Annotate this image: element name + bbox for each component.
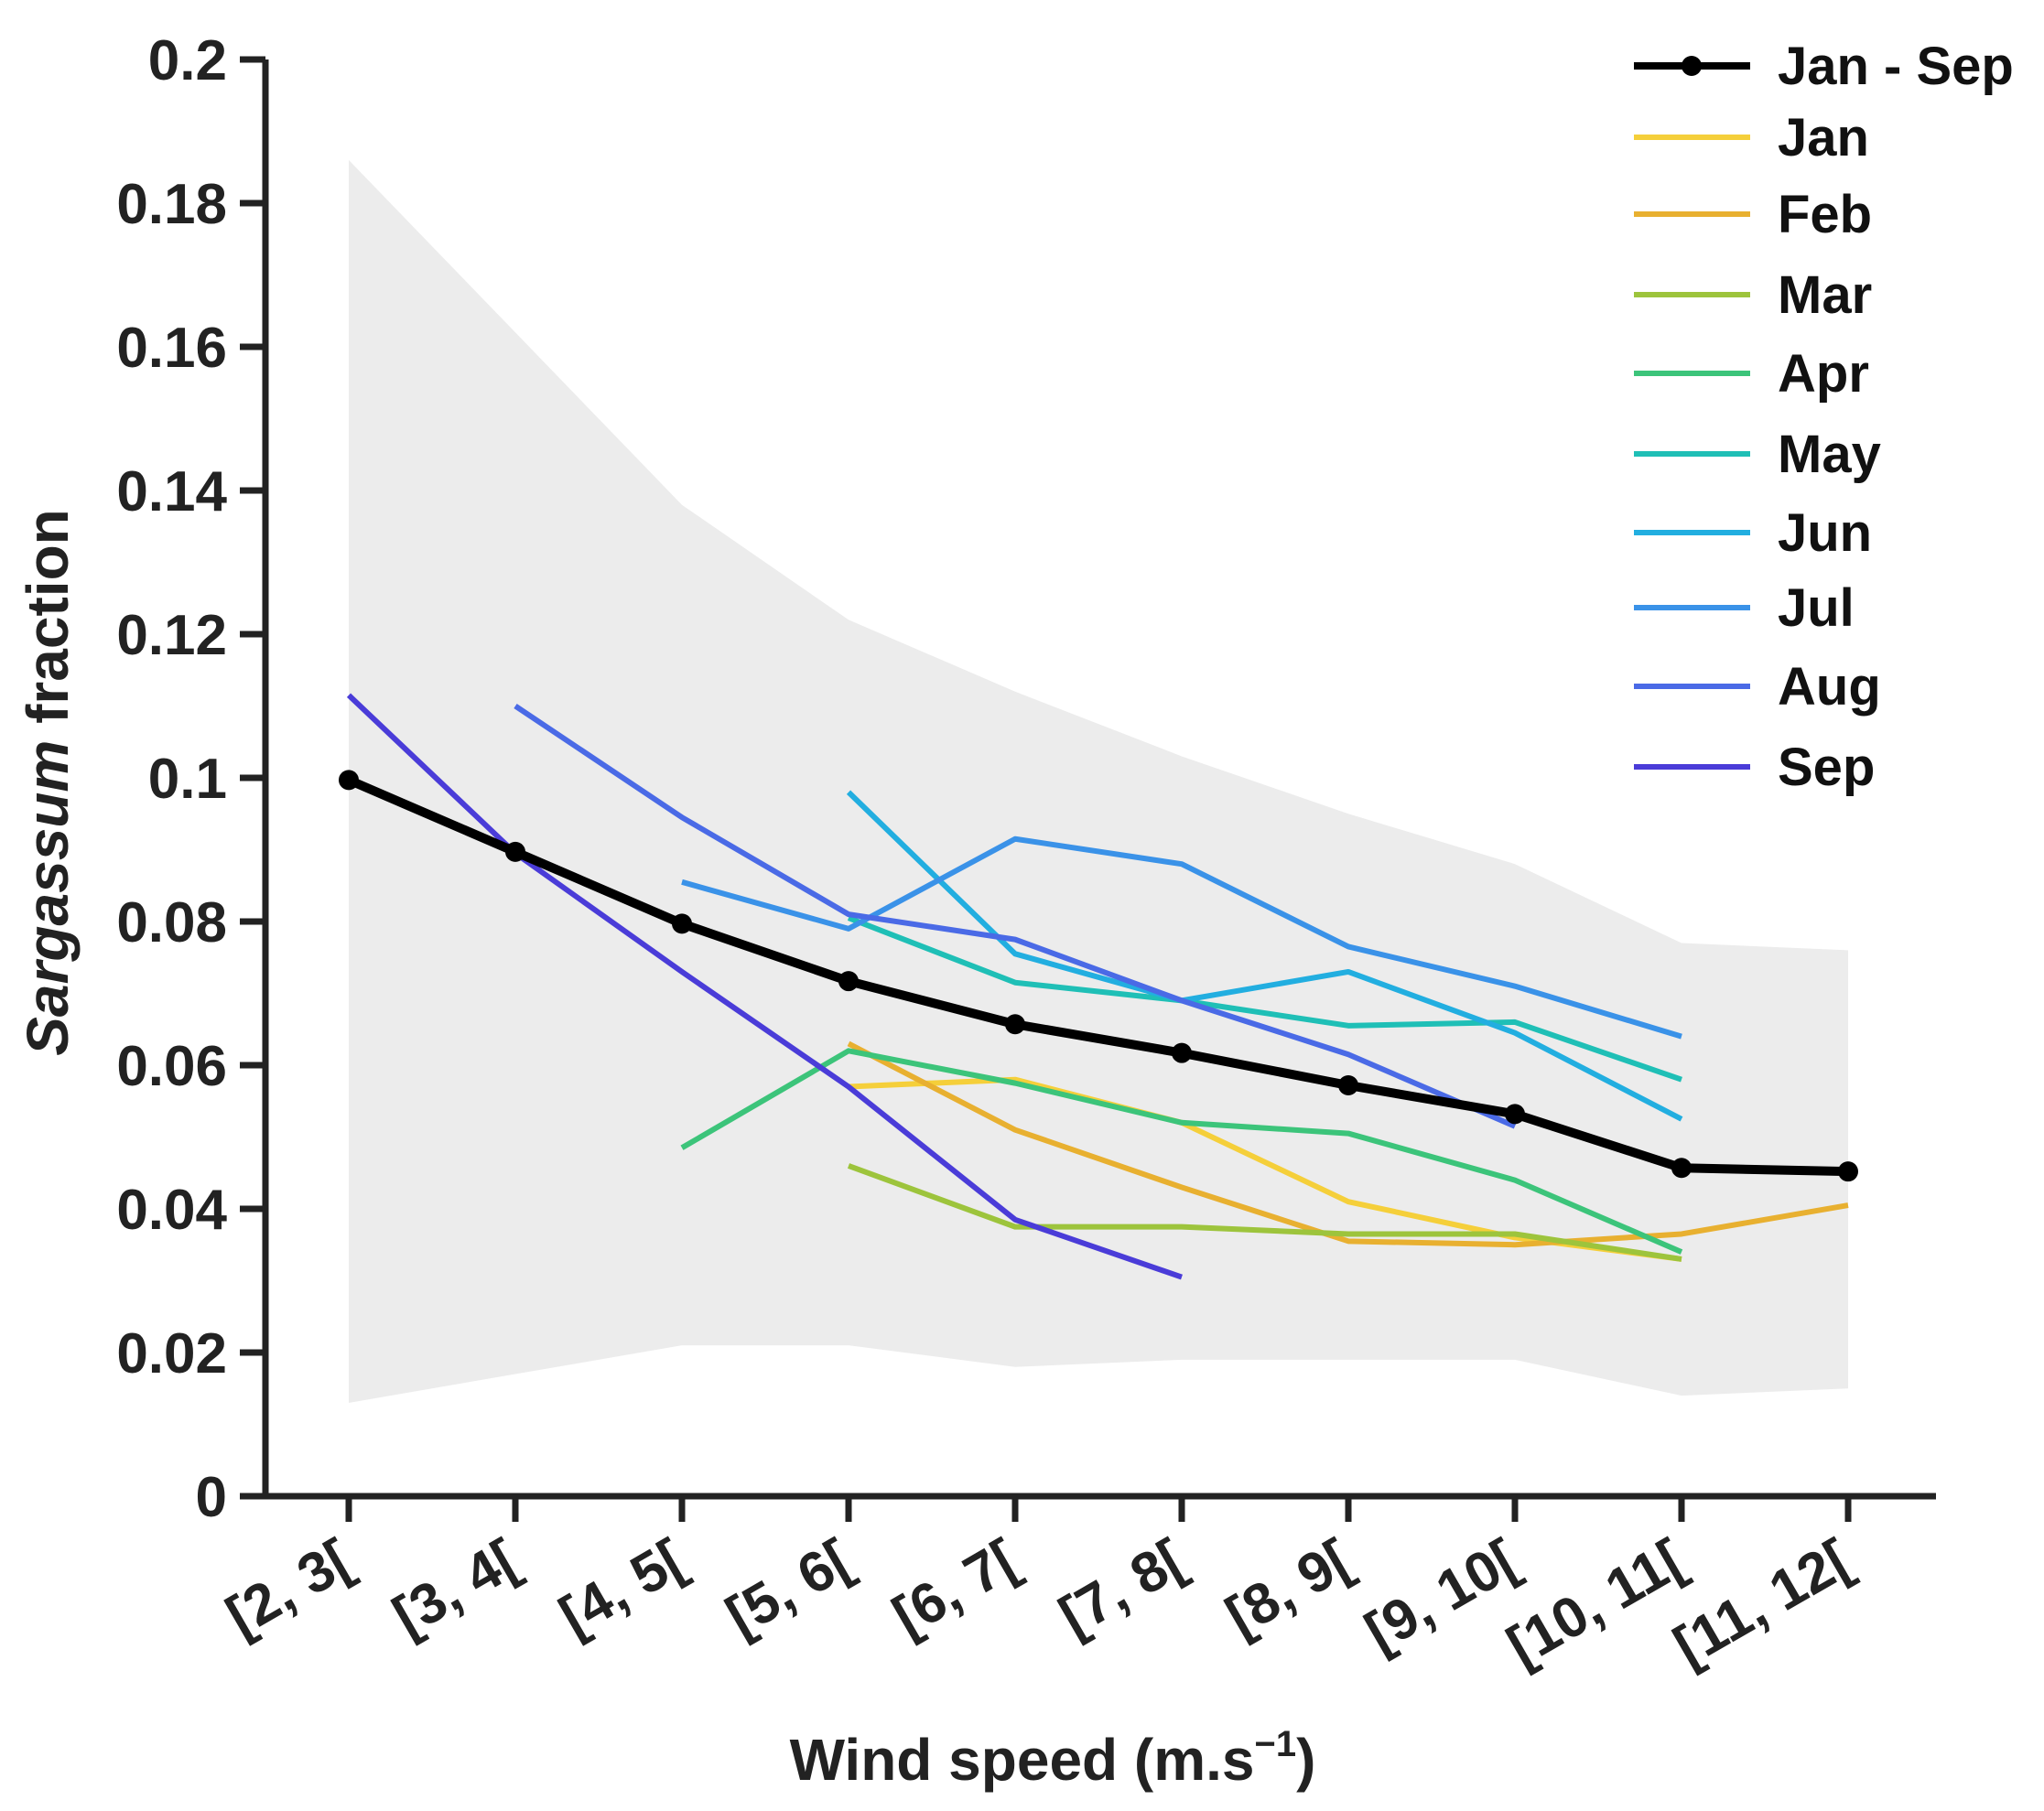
data-point-jan-sep xyxy=(1005,1014,1025,1035)
y-tick-label: 0.06 xyxy=(116,1035,227,1098)
legend-label-may: May xyxy=(1778,425,1881,484)
legend-label-jan-sep: Jan - Sep xyxy=(1778,37,2014,96)
series-line-jun xyxy=(846,790,1683,1122)
range-band xyxy=(349,159,1848,1403)
x-tick-label: [7, 8[ xyxy=(1049,1527,1195,1648)
range-band-layer xyxy=(349,159,1848,1403)
data-point-jan-sep xyxy=(339,770,359,791)
y-tick-label: 0.1 xyxy=(148,748,227,811)
legend-label-mar: Mar xyxy=(1778,265,1872,325)
legend: Jan - Sep Jan Feb Mar Apr May Jun Jul Aug Sep xyxy=(1634,37,2014,797)
y-tick-label: 0.18 xyxy=(116,173,227,236)
data-point-jan-sep xyxy=(1338,1074,1358,1095)
x-tick-label: [6, 7[ xyxy=(882,1527,1029,1648)
x-tick-label: [3, 4[ xyxy=(383,1527,529,1648)
y-tick-label: 0.04 xyxy=(116,1179,227,1242)
x-tick-label: [8, 9[ xyxy=(1216,1527,1362,1648)
x-tick-label: [5, 6[ xyxy=(716,1527,862,1648)
legend-label-jul: Jul xyxy=(1778,578,1855,638)
legend-label-feb: Feb xyxy=(1778,185,1872,244)
legend-label-jun: Jun xyxy=(1778,503,1872,563)
legend-label-apr: Apr xyxy=(1778,344,1869,404)
series-line-aug xyxy=(514,704,1517,1129)
series-layer xyxy=(339,693,1858,1280)
y-tick-label: 0.08 xyxy=(116,891,227,954)
series-line-jan-sep xyxy=(347,775,1849,1177)
series-line-sep xyxy=(346,693,1183,1280)
series-line-feb xyxy=(847,1040,1849,1248)
data-point-jan-sep xyxy=(1172,1042,1192,1063)
y-axis-title: Sargassum fraction xyxy=(15,509,81,1056)
legend-marker-jan-sep xyxy=(1682,56,1702,76)
x-tick-label: [10, 11[ xyxy=(1497,1527,1695,1678)
x-tick-label: [11, 12[ xyxy=(1663,1527,1862,1678)
legend-label-aug: Aug xyxy=(1778,657,1881,717)
data-point-jan-sep xyxy=(505,841,525,862)
series-line-jul xyxy=(681,835,1682,1040)
y-tick-label: 0.16 xyxy=(116,317,227,380)
x-tick-label: [4, 5[ xyxy=(549,1527,696,1648)
data-point-jan-sep xyxy=(838,971,859,992)
y-tick-label: 0.12 xyxy=(116,604,227,667)
x-tick-label: [2, 3[ xyxy=(216,1527,362,1648)
legend-label-jan: Jan xyxy=(1778,108,1869,167)
series-line-mar xyxy=(847,1163,1682,1262)
data-point-jan-sep xyxy=(1505,1104,1525,1125)
data-point-jan-sep xyxy=(1838,1161,1858,1182)
y-tick-label: 0.2 xyxy=(148,29,227,92)
series-line-apr xyxy=(680,1048,1683,1255)
data-point-jan-sep xyxy=(1671,1158,1692,1179)
legend-label-sep: Sep xyxy=(1778,738,1875,797)
series-line-may xyxy=(847,915,1682,1083)
x-ticks: [2, 3[[3, 4[[4, 5[[5, 6[[6, 7[[7, 8[[8, … xyxy=(216,1496,1862,1678)
x-axis-title: Wind speed (m.s−1) xyxy=(790,1724,1316,1793)
y-tick-label: 0.14 xyxy=(116,460,227,523)
y-tick-label: 0.02 xyxy=(116,1322,227,1385)
y-tick-label: 0 xyxy=(196,1466,227,1529)
x-tick-label: [9, 10[ xyxy=(1355,1527,1529,1664)
y-ticks: 0 0.02 0.04 0.06 0.08 0.1 0.12 0.14 0.16 0.18 0.2 xyxy=(116,29,265,1529)
data-point-jan-sep xyxy=(672,913,692,934)
